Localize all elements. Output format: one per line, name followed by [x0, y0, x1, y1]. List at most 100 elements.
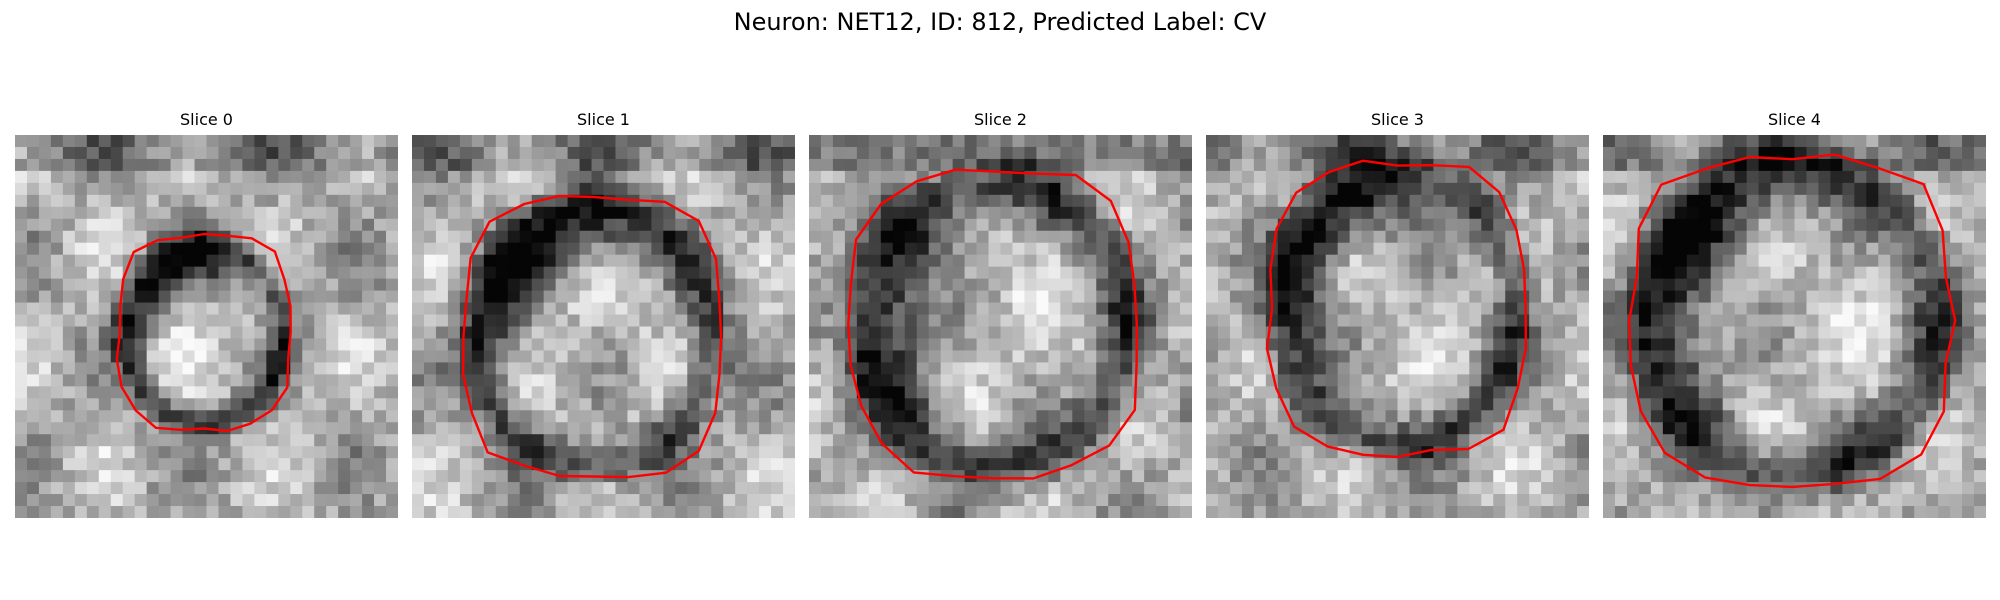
pixel: [1614, 170, 1628, 184]
pixel: [1325, 338, 1339, 352]
pixel: [832, 398, 846, 411]
pixel: [1180, 158, 1192, 172]
pixel: [735, 338, 748, 352]
pixel: [471, 290, 485, 304]
pixel: [350, 326, 363, 340]
pixel: [1577, 374, 1589, 387]
pixel: [1650, 266, 1664, 280]
pixel: [1818, 458, 1832, 471]
pixel: [1409, 506, 1423, 518]
pixel: [483, 302, 497, 316]
pixel: [940, 386, 954, 399]
pixel: [555, 170, 569, 184]
pixel: [1144, 410, 1157, 423]
pixel: [687, 194, 700, 208]
pixel: [1517, 158, 1530, 172]
pixel: [1156, 242, 1169, 256]
pixel: [1012, 362, 1026, 375]
pixel: [266, 170, 279, 184]
pixel: [1096, 470, 1109, 483]
pixel: [423, 254, 437, 268]
pixel: [459, 326, 473, 340]
pixel: [483, 146, 497, 160]
pixel: [976, 242, 990, 256]
pixel: [904, 278, 918, 292]
pixel: [904, 362, 918, 375]
pixel: [182, 374, 196, 387]
pixel: [1132, 206, 1145, 220]
pixel: [1385, 290, 1399, 304]
pixel: [314, 374, 327, 387]
pixel: [759, 314, 772, 328]
pixel: [1156, 146, 1169, 160]
pixel: [50, 230, 64, 244]
pixel: [495, 314, 509, 328]
pixel: [1325, 254, 1339, 268]
pixel: [1457, 410, 1470, 423]
contour-outline: [1265, 159, 1528, 459]
pixel: [423, 482, 437, 495]
pixel: [663, 422, 676, 435]
pixel: [158, 170, 172, 184]
pixel: [1577, 386, 1589, 399]
pixel: [1373, 398, 1387, 411]
pixel: [1108, 506, 1121, 518]
pixel: [1120, 470, 1133, 483]
pixel: [1060, 290, 1073, 304]
pixel: [1902, 254, 1915, 268]
pixel: [1866, 302, 1879, 316]
pixel: [314, 182, 327, 196]
pixel: [62, 218, 76, 232]
pixel: [447, 374, 461, 387]
pixel: [591, 158, 605, 172]
pixel: [1553, 386, 1566, 399]
pixel: [1096, 434, 1109, 447]
pixel: [302, 470, 315, 483]
pixel: [1842, 338, 1855, 352]
pixel: [1060, 218, 1073, 232]
pixel: [338, 470, 351, 483]
pixel: [386, 314, 398, 328]
pixel: [74, 230, 88, 244]
pixel: [1144, 170, 1157, 184]
pixel: [423, 338, 437, 352]
pixel: [278, 458, 291, 471]
pixel: [675, 146, 688, 160]
pixel: [1638, 314, 1652, 328]
pixel: [1373, 338, 1387, 352]
pixel: [651, 398, 664, 411]
pixel: [1421, 218, 1435, 232]
pixel: [1325, 422, 1339, 435]
pixel: [110, 410, 124, 423]
pixel: [412, 242, 425, 256]
pixel: [412, 446, 425, 459]
pixel: [338, 350, 351, 364]
pixel: [567, 362, 581, 375]
pixel: [471, 338, 485, 352]
pixel: [98, 494, 112, 507]
pixel: [1710, 302, 1724, 316]
pixel: [952, 362, 966, 375]
pixel: [122, 350, 136, 364]
pixel: [1902, 182, 1915, 196]
pixel: [50, 446, 64, 459]
pixel: [1481, 206, 1494, 220]
pixel: [747, 326, 760, 340]
pixel: [98, 314, 112, 328]
pixel: [26, 350, 40, 364]
pixel: [747, 422, 760, 435]
pixel: [1758, 446, 1772, 459]
pixel: [1662, 158, 1676, 172]
pixel: [928, 314, 942, 328]
pixel: [1108, 422, 1121, 435]
pixel: [844, 410, 858, 423]
pixel: [471, 374, 485, 387]
pixel: [1024, 302, 1038, 316]
pixel: [302, 410, 315, 423]
pixel: [1794, 422, 1808, 435]
pixel: [1746, 278, 1760, 292]
pixel: [1253, 230, 1267, 244]
pixel: [86, 386, 100, 399]
pixel: [856, 458, 870, 471]
pixel: [1614, 350, 1628, 364]
